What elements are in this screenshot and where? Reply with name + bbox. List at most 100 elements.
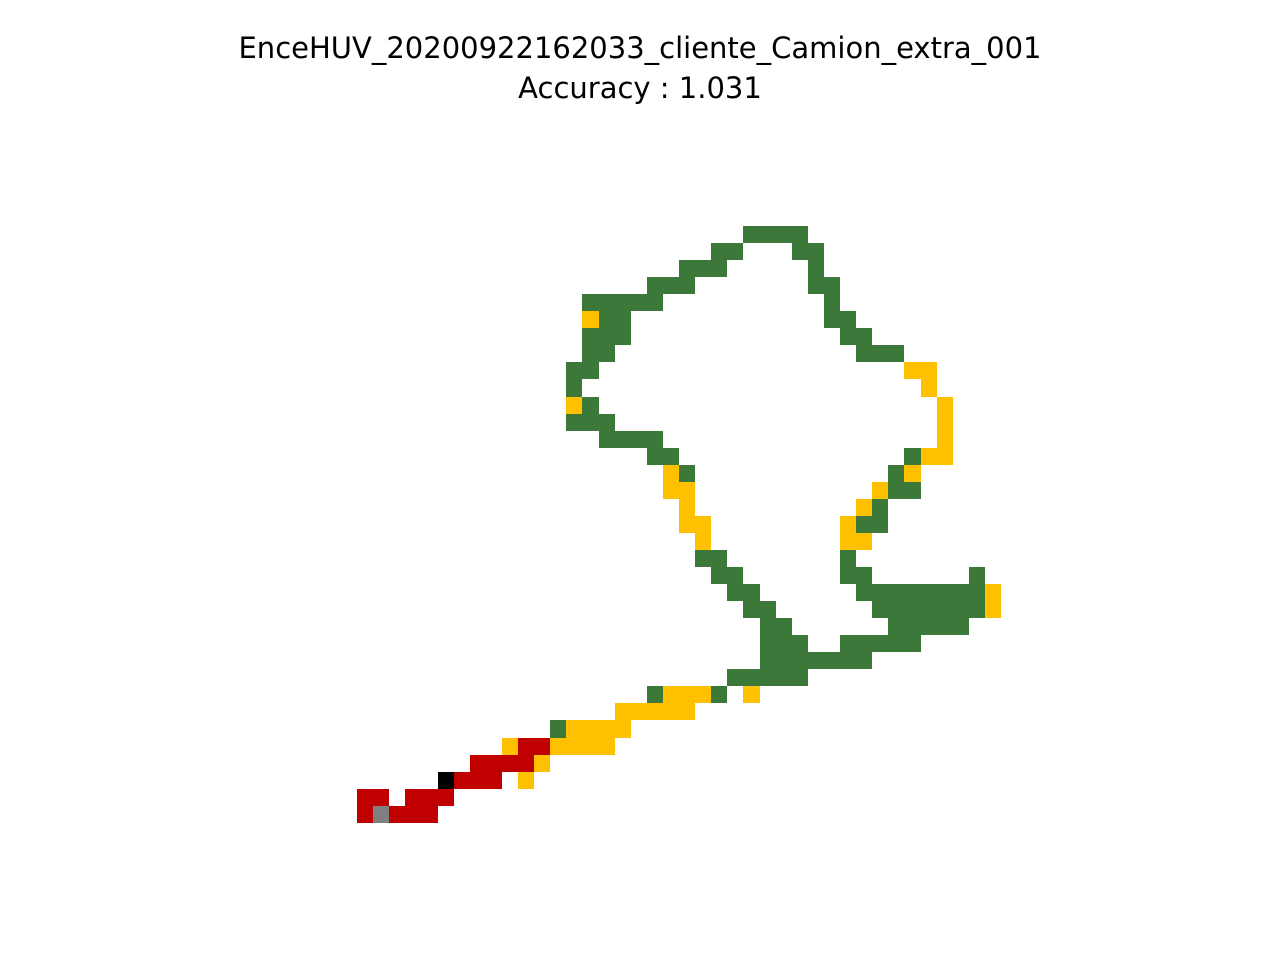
cell-yellow xyxy=(663,703,679,720)
cell-green xyxy=(679,260,695,277)
cell-green xyxy=(856,328,872,345)
cell-green xyxy=(824,277,840,294)
cell-green xyxy=(792,669,808,686)
cell-yellow xyxy=(985,601,1001,618)
cell-yellow xyxy=(679,703,695,720)
cell-green xyxy=(888,465,904,482)
cell-yellow xyxy=(582,720,599,738)
cell-green xyxy=(647,686,663,703)
cell-green xyxy=(840,652,856,669)
cell-yellow xyxy=(582,311,599,328)
cell-green xyxy=(727,669,743,686)
cell-yellow xyxy=(615,720,631,738)
cell-green xyxy=(647,294,663,311)
chart-title: EnceHUV_20200922162033_cliente_Camion_ex… xyxy=(238,31,1042,65)
cell-yellow xyxy=(856,533,872,550)
cell-green xyxy=(582,414,599,431)
cell-yellow xyxy=(872,482,888,499)
cell-yellow xyxy=(937,397,953,414)
cell-green xyxy=(888,482,904,499)
cell-green xyxy=(760,226,776,243)
cell-green xyxy=(582,397,599,414)
cell-green xyxy=(711,243,727,260)
cell-green xyxy=(776,669,792,686)
cell-green xyxy=(953,618,969,635)
cell-green xyxy=(760,601,776,618)
cell-green xyxy=(599,414,615,431)
cell-green xyxy=(969,601,985,618)
cell-green xyxy=(631,294,647,311)
cell-green xyxy=(599,294,615,311)
cell-green xyxy=(566,379,582,397)
cell-red xyxy=(421,806,438,823)
cell-green xyxy=(663,277,679,294)
cell-green xyxy=(615,311,631,328)
cell-green xyxy=(937,618,953,635)
cell-black xyxy=(438,772,454,789)
cell-green xyxy=(824,294,840,311)
cell-yellow xyxy=(921,448,937,465)
cell-green xyxy=(856,516,872,533)
cell-green xyxy=(840,328,856,345)
cell-green xyxy=(615,431,631,448)
cell-green xyxy=(615,328,631,345)
cell-green xyxy=(711,567,727,584)
cell-green xyxy=(856,652,872,669)
cell-yellow xyxy=(695,533,711,550)
cell-red xyxy=(389,806,405,823)
cell-green xyxy=(776,635,792,652)
cell-green xyxy=(647,431,663,448)
cell-green xyxy=(888,345,904,362)
cell-red xyxy=(518,755,534,772)
cell-green xyxy=(776,226,792,243)
cell-yellow xyxy=(937,448,953,465)
cell-green xyxy=(921,618,937,635)
cell-green xyxy=(792,243,808,260)
cell-green xyxy=(904,482,921,499)
cell-green xyxy=(743,584,760,601)
cell-green xyxy=(888,601,904,618)
cell-yellow xyxy=(856,499,872,516)
chart-subtitle: Accuracy : 1.031 xyxy=(518,71,762,105)
cell-green xyxy=(921,584,937,601)
cell-yellow xyxy=(679,516,695,533)
cell-green xyxy=(856,567,872,584)
cell-red xyxy=(534,738,550,755)
cell-yellow xyxy=(647,703,663,720)
cell-red xyxy=(357,789,373,806)
cell-green xyxy=(695,550,711,567)
cell-yellow xyxy=(840,533,856,550)
cell-green xyxy=(760,635,776,652)
cell-yellow xyxy=(921,362,937,379)
cell-yellow xyxy=(695,516,711,533)
cell-green xyxy=(872,601,888,618)
cell-green xyxy=(599,328,615,345)
cell-green xyxy=(808,277,824,294)
cell-green xyxy=(872,499,888,516)
cell-green xyxy=(599,311,615,328)
cell-red xyxy=(373,789,389,806)
cell-green xyxy=(888,618,904,635)
cell-green xyxy=(792,635,808,652)
cell-red xyxy=(502,755,518,772)
cell-yellow xyxy=(631,703,647,720)
cell-green xyxy=(808,652,824,669)
cell-green xyxy=(582,345,599,362)
cell-green xyxy=(904,618,921,635)
cell-yellow xyxy=(985,584,1001,601)
cell-yellow xyxy=(679,686,695,703)
cell-yellow xyxy=(502,738,518,755)
cell-red xyxy=(470,755,486,772)
cell-yellow xyxy=(566,397,582,414)
cell-green xyxy=(888,584,904,601)
cell-green xyxy=(937,584,953,601)
cell-green xyxy=(727,567,743,584)
cell-yellow xyxy=(840,516,856,533)
cell-green xyxy=(872,345,888,362)
cell-yellow xyxy=(599,738,615,755)
cell-green xyxy=(840,550,856,567)
cell-green xyxy=(615,294,631,311)
cell-red xyxy=(470,772,486,789)
cell-green xyxy=(969,584,985,601)
